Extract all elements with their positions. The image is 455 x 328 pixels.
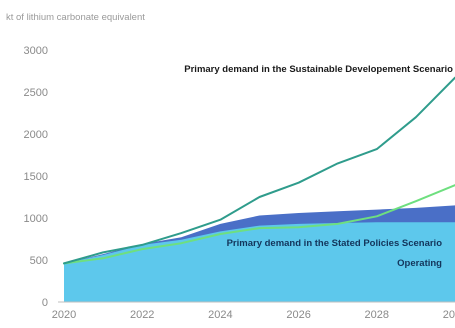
line-series-0: [63, 184, 455, 265]
y-tick-label-5: 2500: [24, 87, 48, 99]
area-operating: [64, 222, 455, 302]
y-tick-label-1: 500: [30, 255, 48, 267]
operating-annotation: Operating: [397, 258, 442, 269]
y-tick-labels: 0 500 1000 1500 2000 2500 3000: [24, 45, 48, 309]
y-axis-title: kt of lithium carbonate equivalent: [6, 12, 145, 23]
x-tick-label-4: 2028: [365, 309, 389, 321]
steps-demand-annotation: Primary demand in the Stated Policies Sc…: [227, 238, 443, 249]
y-tick-label-6: 3000: [24, 45, 48, 57]
x-tick-label-0: 2020: [52, 309, 76, 321]
y-tick-label-0: 0: [42, 297, 48, 309]
y-tick-label-4: 2000: [24, 129, 48, 141]
x-tick-label-1: 2022: [130, 309, 154, 321]
y-tick-label-2: 1000: [24, 213, 48, 225]
y-tick-label-3: 1500: [24, 171, 48, 183]
line-series-1: [63, 76, 455, 265]
x-tick-label-3: 2026: [286, 309, 310, 321]
x-tick-labels: 2020 2022 2024 2026 2028 2030: [52, 309, 455, 321]
sds-demand-annotation: Primary demand in the Sustainable Develo…: [184, 64, 453, 75]
x-tick-label-2: 2024: [208, 309, 232, 321]
line-series: [63, 76, 455, 265]
x-tick-label-5: 2030: [443, 309, 455, 321]
area-series: [64, 205, 455, 302]
